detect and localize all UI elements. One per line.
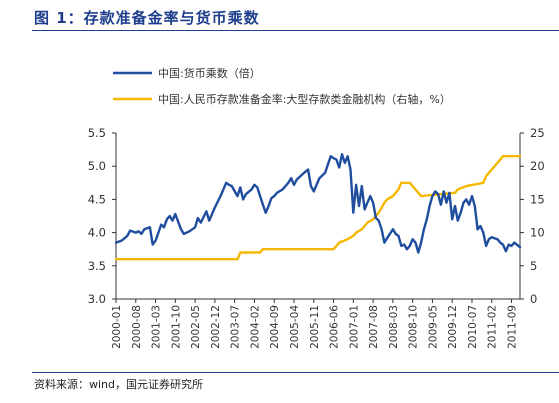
x-tick-label: 2005-11 <box>309 305 321 349</box>
y-left-tick-label: 3.0 <box>88 292 106 306</box>
chart-title: 图 1：存款准备金率与货币乘数 <box>34 9 260 27</box>
x-tick-label: 2011-02 <box>487 305 499 349</box>
reserve-ratio-line <box>114 154 522 261</box>
x-tick-label: 2002-12 <box>210 305 222 349</box>
x-tick-label: 2000-08 <box>131 305 143 349</box>
y-right-tick-label: 25 <box>530 126 545 140</box>
x-tick-label: 2010-07 <box>467 305 479 349</box>
source-note: 资料来源：wind，国元证券研究所 <box>34 378 204 391</box>
x-tick-label: 2004-02 <box>249 305 261 349</box>
x-tick-label: 2011-09 <box>507 305 519 349</box>
y-right-tick-label: 15 <box>530 192 545 206</box>
y-right-tick-label: 5 <box>530 259 537 273</box>
source-divider <box>32 372 559 373</box>
x-tick-label: 2007-08 <box>368 305 380 349</box>
x-tick-label: 2009-12 <box>447 305 459 349</box>
x-tick-label: 2001-10 <box>170 305 182 349</box>
x-tick-label: 2004-09 <box>269 305 281 349</box>
y-right-tick-label: 10 <box>530 226 545 240</box>
y-right-tick-label: 20 <box>530 159 545 173</box>
x-tick-label: 2001-03 <box>151 305 163 349</box>
x-tick-label: 2008-03 <box>388 305 400 349</box>
y-right-tick-label: 0 <box>530 292 537 306</box>
x-tick-label: 2006-06 <box>329 305 341 349</box>
y-left-tick-label: 4.5 <box>88 192 106 206</box>
x-tick-label: 2007-01 <box>348 305 360 349</box>
x-tick-label: 2009-05 <box>427 305 439 349</box>
legend-reserve-ratio-label: 中国:人民币存款准备金率:大型存款类金融机构（右轴，%） <box>158 92 451 106</box>
money-multiplier-line <box>114 152 522 254</box>
legend-money-multiplier-label: 中国:货币乘数（倍） <box>158 66 261 80</box>
y-left-tick-label: 5.5 <box>88 126 106 140</box>
x-tick-label: 2002-05 <box>190 305 202 349</box>
y-left-tick-label: 4.0 <box>88 226 106 240</box>
x-tick-label: 2005-04 <box>289 305 301 349</box>
x-tick-label: 2003-07 <box>230 305 242 349</box>
x-tick-label: 2008-10 <box>408 305 420 349</box>
x-tick-label: 2000-01 <box>111 305 123 349</box>
y-left-tick-label: 3.5 <box>88 259 106 273</box>
title-divider <box>32 30 559 31</box>
y-left-tick-label: 5.0 <box>88 159 106 173</box>
